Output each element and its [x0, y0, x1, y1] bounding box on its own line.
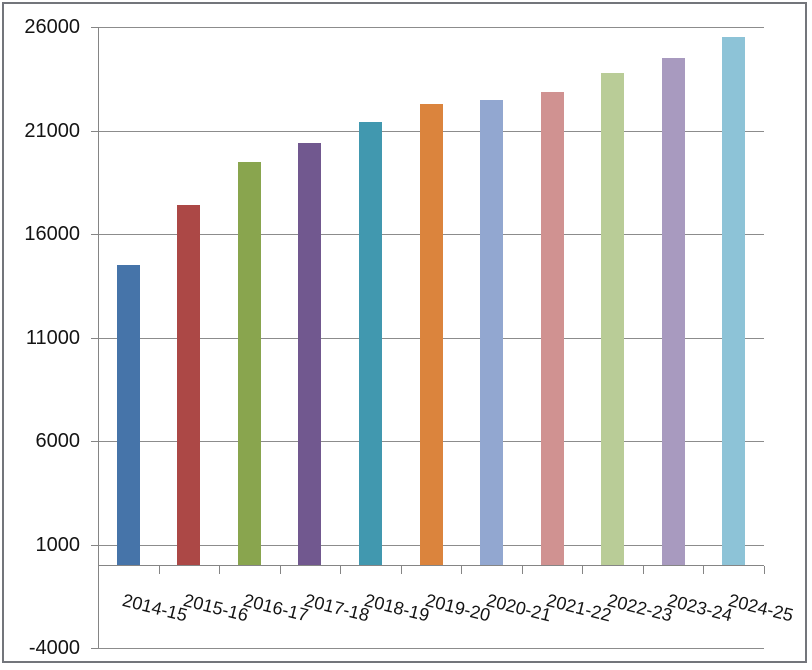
bar-2015-16: [177, 205, 201, 566]
y-axis-tick-label: 21000: [24, 119, 80, 142]
y-axis-tick-label: -4000: [28, 637, 80, 659]
bar-2017-18: [298, 142, 322, 566]
x-axis-line: [98, 565, 764, 567]
y-axis-tick: [91, 234, 98, 235]
x-axis-category-label: 2024-25: [726, 590, 796, 626]
x-axis-tick: [703, 566, 705, 575]
x-axis-category-label: 2022-23: [605, 590, 674, 626]
y-axis-line: [98, 27, 99, 648]
x-axis-category-label: 2023-24: [665, 590, 735, 626]
y-axis-tick: [91, 441, 98, 442]
x-axis-tick: [158, 566, 160, 575]
x-axis-tick: [400, 566, 402, 575]
x-axis-category-label: 2021-22: [544, 590, 614, 626]
x-axis-tick: [340, 566, 342, 575]
x-axis-tick: [642, 566, 644, 575]
bar-2016-17: [237, 161, 261, 566]
x-axis-tick: [764, 566, 765, 575]
x-axis-category-label: 2017-18: [302, 590, 372, 626]
bar-2018-19: [358, 122, 382, 566]
x-axis-tick: [98, 566, 99, 575]
bar-2024-25: [722, 37, 746, 566]
y-axis-tick-label: 6000: [35, 430, 81, 452]
bar-2022-23: [601, 72, 625, 566]
x-axis-category-label: 2018-19: [362, 590, 432, 626]
bar-2020-21: [480, 100, 504, 566]
bar-2023-24: [661, 58, 685, 566]
x-axis-category-label: 2016-17: [241, 590, 311, 626]
y-axis-tick: [91, 27, 98, 28]
x-axis-category-label: 2020-21: [483, 590, 553, 626]
x-axis-tick: [219, 566, 221, 575]
chart-frame: 26000 21000 16000 11000 6000 1000 -4000 2014-15…: [2, 2, 807, 663]
x-axis-tick: [279, 566, 281, 575]
y-axis-tick: [91, 544, 98, 546]
y-axis-tick-label: 16000: [24, 223, 80, 245]
x-axis-tick: [582, 566, 584, 575]
x-axis-category-label: 2015-16: [181, 590, 251, 626]
y-axis-tick-label: 26000: [24, 16, 80, 38]
y-axis-tick: [91, 130, 98, 132]
y-axis-tick-label: 1000: [35, 533, 81, 556]
bar-2019-20: [419, 103, 443, 566]
bar-2014-15: [116, 265, 140, 566]
x-axis-category-label: 2014-15: [120, 590, 190, 626]
y-axis-tick: [91, 337, 98, 339]
bar-2021-22: [540, 92, 564, 566]
x-axis-tick: [521, 566, 523, 575]
y-gridline: [98, 648, 764, 649]
y-axis-tick-label: 11000: [25, 326, 80, 349]
y-axis-tick: [91, 648, 98, 649]
y-gridline: [98, 27, 764, 28]
x-axis-category-label: 2019-20: [423, 590, 493, 626]
x-axis-tick: [461, 566, 463, 575]
